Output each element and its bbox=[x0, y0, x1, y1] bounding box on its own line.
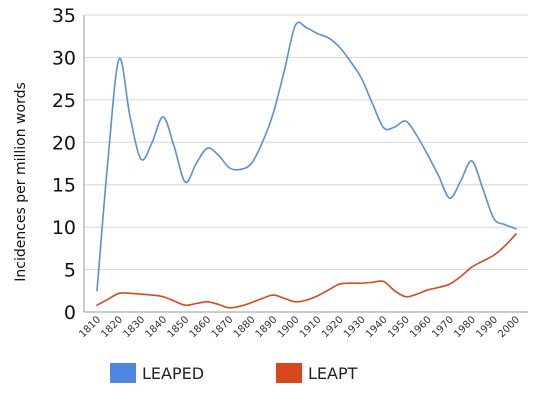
legend-leapt-swatch bbox=[276, 363, 302, 383]
x-tick-label: 1860 bbox=[188, 314, 214, 340]
x-tick-label: 1920 bbox=[320, 314, 346, 340]
y-tick-label: 20 bbox=[52, 132, 76, 154]
x-tick-label: 1970 bbox=[430, 314, 456, 340]
y-tick-label: 0 bbox=[64, 302, 76, 324]
x-axis-tick-labels: 1810182018301840185018601870188018901900… bbox=[77, 314, 522, 340]
series-line-leaped bbox=[96, 21, 517, 292]
series-line-leapt bbox=[96, 233, 517, 309]
x-tick-label: 1900 bbox=[276, 314, 302, 340]
legend-leapt-label: LEAPT bbox=[308, 363, 358, 383]
x-tick-label: 1910 bbox=[298, 314, 324, 340]
y-tick-label: 25 bbox=[52, 90, 76, 112]
x-tick-label: 1950 bbox=[386, 314, 412, 340]
y-tick-label: 30 bbox=[52, 47, 76, 69]
x-tick-label: 1930 bbox=[342, 314, 368, 340]
x-tick-label: 1940 bbox=[364, 314, 390, 340]
x-tick-label: 1850 bbox=[166, 314, 192, 340]
y-tick-label: 15 bbox=[52, 175, 76, 197]
y-axis-tick-labels: 0 5 10 15 20 25 30 35 bbox=[52, 5, 76, 324]
x-tick-label: 1960 bbox=[408, 314, 434, 340]
x-tick-label: 1820 bbox=[99, 314, 125, 340]
x-tick-label: 1890 bbox=[254, 314, 280, 340]
legend-leaped-swatch bbox=[110, 363, 136, 383]
x-tick-label: 1810 bbox=[77, 314, 103, 340]
legend-leaped: LEAPED bbox=[110, 363, 204, 383]
legend-leaped-label: LEAPED bbox=[142, 363, 205, 383]
x-tick-label: 1980 bbox=[452, 314, 478, 340]
x-tick-label: 1990 bbox=[474, 314, 500, 340]
y-tick-label: 35 bbox=[52, 5, 76, 27]
y-tick-label: 5 bbox=[64, 260, 76, 282]
x-tick-label: 1880 bbox=[232, 314, 258, 340]
x-tick-label: 2000 bbox=[496, 314, 522, 340]
legend-leapt: LEAPT bbox=[276, 363, 357, 383]
x-tick-label: 1870 bbox=[210, 314, 236, 340]
y-axis-label: Incidences per million words bbox=[13, 82, 29, 282]
x-tick-label: 1840 bbox=[144, 314, 170, 340]
x-tick-label: 1830 bbox=[121, 314, 147, 340]
y-tick-label: 10 bbox=[52, 217, 76, 239]
gridlines bbox=[83, 14, 528, 313]
series-lines bbox=[96, 21, 517, 309]
